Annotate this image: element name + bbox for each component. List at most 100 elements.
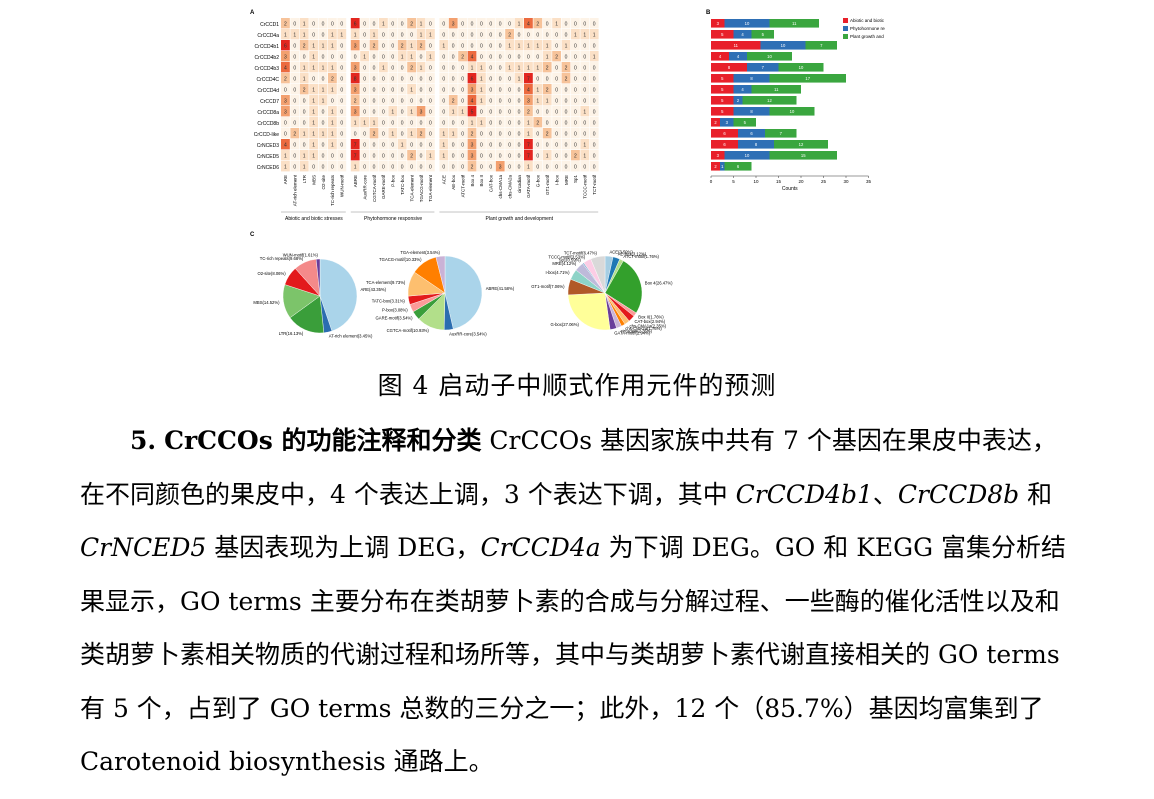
bar-segment-label: 10: [781, 43, 786, 48]
heatmap-cell-value: 2: [555, 54, 558, 60]
heatmap-cell: [290, 139, 300, 150]
heatmap-cell-value: 0: [527, 54, 530, 60]
heatmap-cell-value: 0: [508, 120, 511, 126]
heatmap-cell: [360, 62, 369, 73]
heatmap-cell: [580, 40, 590, 51]
heatmap-cell-value: 2: [410, 65, 413, 71]
heatmap-cell-value: 1: [312, 153, 315, 159]
heatmap-cell: [426, 62, 435, 73]
bar-segment-label: 5: [721, 76, 724, 81]
heatmap-cell: [309, 29, 318, 40]
heatmap-cell: [542, 95, 552, 106]
heatmap-cell: [505, 73, 514, 84]
heatmap-cell: [524, 106, 533, 117]
heatmap-cell-value: 0: [340, 87, 343, 93]
heatmap-cell-value: 0: [363, 109, 366, 115]
section-paragraph: 5. CrCCOs 的功能注释和分类 CrCCOs 基因家族中共有 7 个基因在…: [80, 414, 1070, 789]
heatmap-cell: [299, 95, 309, 106]
heatmap-cell-value: 0: [340, 54, 343, 60]
heatmap-cell: [379, 161, 388, 172]
heatmap-cell-value: 3: [284, 98, 287, 104]
heatmap-cell-value: 2: [471, 131, 474, 137]
heatmap-cell: [328, 106, 337, 117]
heatmap-cell-value: 2: [303, 43, 306, 49]
heatmap-cell: [379, 51, 388, 62]
heatmap-cell-value: 8: [354, 76, 357, 82]
heatmap-cell: [561, 40, 571, 51]
heatmap-cell-value: 1: [401, 142, 404, 148]
heatmap-cell: [571, 40, 580, 51]
heatmap-cell-value: 0: [461, 76, 464, 82]
heatmap-cell-value: 1: [410, 87, 413, 93]
heatmap-cell: [505, 95, 514, 106]
heatmap-cell: [505, 84, 514, 95]
heatmap-cell-value: 0: [322, 120, 325, 126]
heatmap-cell: [467, 161, 477, 172]
heatmap-cell-value: 3: [499, 164, 502, 170]
heatmap-cell-value: 0: [583, 43, 586, 49]
heatmap-cell: [337, 29, 347, 40]
heatmap-cell-value: 0: [452, 142, 455, 148]
heatmap-cell: [561, 139, 571, 150]
heatmap-cell: [360, 95, 369, 106]
stacked-bar-segment: [751, 85, 801, 94]
heatmap-cell: [407, 128, 416, 139]
heatmap-cell: [533, 150, 543, 161]
heatmap-cell: [299, 161, 309, 172]
pie-slice-label: WUN-motif(1.61%): [283, 253, 319, 258]
heatmap-cell: [589, 128, 599, 139]
heatmap-cell: [388, 29, 398, 40]
heatmap-cell-value: 0: [312, 76, 315, 82]
heatmap-cell-value: 0: [293, 76, 296, 82]
heatmap-cell-value: 0: [452, 87, 455, 93]
stacked-bar-segment: [760, 41, 806, 50]
pie-slice-label: ARE(43.35%): [360, 287, 386, 292]
heatmap-cell: [318, 29, 328, 40]
heatmap-cell: [589, 150, 599, 161]
heatmap-cell: [533, 117, 543, 128]
heatmap-cell: [309, 106, 318, 117]
heatmap-cell: [416, 51, 426, 62]
heatmap-cell: [552, 95, 561, 106]
heatmap-cell: [439, 95, 449, 106]
bar-segment-label: 8: [755, 142, 758, 147]
heatmap-cell: [542, 106, 552, 117]
heatmap-cell: [571, 51, 580, 62]
heatmap-cell-value: 0: [574, 21, 577, 27]
stacked-bar-segment: [711, 151, 725, 160]
heatmap-cell: [477, 117, 486, 128]
heatmap-cell-value: 0: [555, 131, 558, 137]
heatmap-cell: [524, 62, 533, 73]
heatmap-cell-value: 1: [442, 43, 445, 49]
heatmap-cell: [571, 62, 580, 73]
heatmap-cell: [299, 18, 309, 29]
heatmap-cell-value: 4: [471, 98, 474, 104]
stacked-bar-segment: [711, 96, 734, 105]
stacked-bar-segment: [720, 118, 734, 127]
heatmap-cell-value: 0: [391, 142, 394, 148]
heatmap-cell-value: 3: [471, 142, 474, 148]
heatmap-cell-value: 0: [340, 109, 343, 115]
heatmap-cell-value: 0: [508, 87, 511, 93]
heatmap-cell: [524, 128, 533, 139]
heatmap-cell: [309, 51, 318, 62]
heatmap-cell-value: 1: [442, 153, 445, 159]
heatmap-cell: [495, 73, 505, 84]
heatmap-cell-value: 0: [331, 21, 334, 27]
heatmap-cell: [290, 73, 300, 84]
heatmap-cell: [552, 40, 561, 51]
bar-segment-label: 6: [750, 131, 753, 136]
heatmap-cell-value: 1: [303, 76, 306, 82]
heatmap-cell: [318, 40, 328, 51]
bar-segment-label: 2: [737, 98, 740, 103]
heatmap-cell-value: 1: [382, 65, 385, 71]
heatmap-cell-value: 0: [401, 87, 404, 93]
heatmap-cell-value: 0: [331, 54, 334, 60]
stacked-bar-segment: [747, 63, 779, 72]
heatmap-cell-value: 0: [574, 43, 577, 49]
heatmap-cell: [448, 150, 458, 161]
heatmap-cell: [388, 161, 398, 172]
pie-slice: [590, 255, 606, 294]
heatmap-column-label: CAT-box: [489, 174, 494, 192]
stacked-bar-segment: [711, 74, 734, 83]
